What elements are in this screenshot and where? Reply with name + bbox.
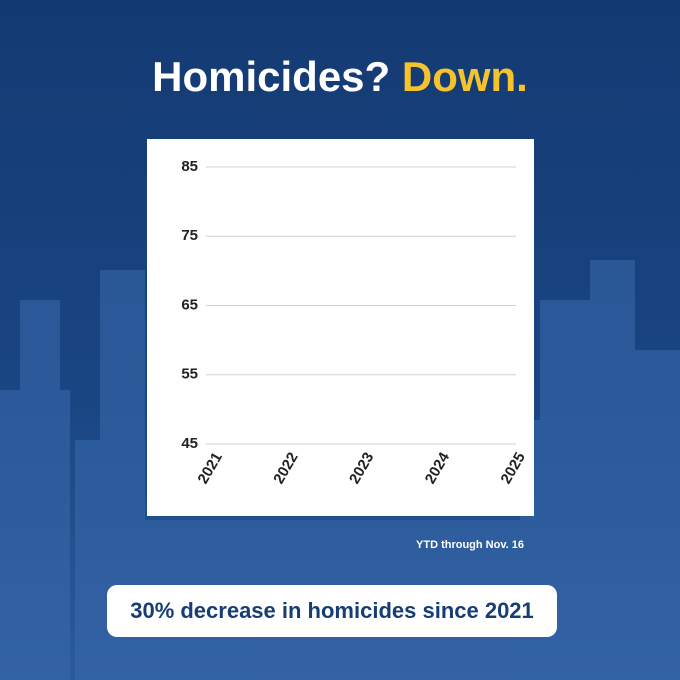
y-tick-label: 55: [181, 366, 198, 383]
chart-panel: [147, 139, 534, 516]
title: Homicides? Down.: [152, 53, 528, 100]
note: YTD through Nov. 16: [416, 539, 524, 551]
y-tick-label: 75: [181, 227, 198, 244]
y-tick-label: 85: [181, 158, 198, 175]
callout: 30% decrease in homicides since 2021: [130, 598, 534, 623]
y-tick-label: 45: [181, 435, 198, 452]
title-main: Homicides?: [152, 53, 390, 100]
title-highlight: Down.: [402, 53, 528, 100]
y-tick-label: 65: [181, 296, 198, 313]
callout-box: [107, 585, 557, 637]
